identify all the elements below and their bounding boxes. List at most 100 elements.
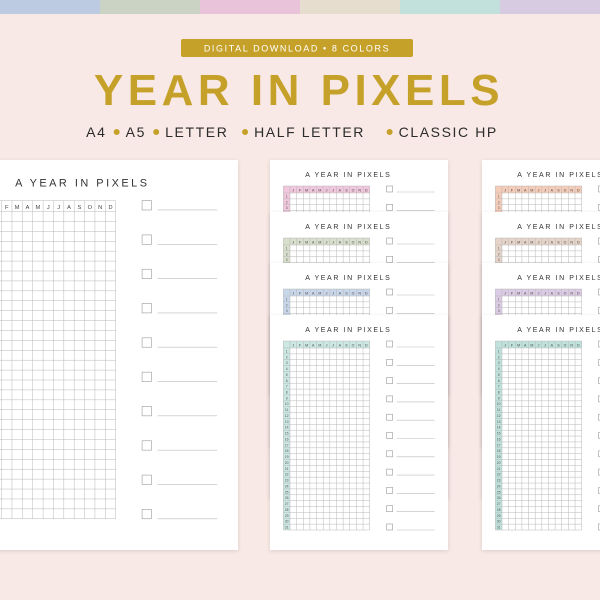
day-label: 11: [497, 408, 501, 412]
checkbox: [386, 255, 393, 263]
planner-sheet: A YEAR IN PIXELSJFMAMJJASOND123456789101…: [0, 160, 238, 550]
separator-dot: [242, 129, 249, 135]
month-label: M: [517, 343, 520, 347]
month-label: J: [57, 205, 60, 211]
checkbox: [386, 288, 393, 296]
month-label: J: [292, 291, 294, 295]
month-label: N: [98, 205, 102, 211]
separator-dot: [113, 129, 120, 135]
month-label: N: [358, 240, 361, 244]
swatch: [300, 0, 400, 14]
month-label: J: [332, 291, 334, 295]
month-label: A: [339, 240, 342, 244]
month-label: F: [511, 343, 514, 347]
month-label: A: [524, 291, 527, 295]
checkbox: [386, 432, 393, 439]
month-label: A: [339, 188, 342, 192]
checkbox: [598, 204, 600, 211]
month-label: M: [530, 291, 533, 295]
day-label: 6: [286, 379, 288, 383]
day-label: 15: [497, 432, 501, 436]
day-label: 4: [286, 367, 288, 371]
checkbox: [386, 413, 393, 421]
month-label: J: [326, 188, 328, 192]
day-label: 8: [498, 391, 500, 395]
day-label: 12: [497, 414, 501, 418]
month-label: O: [564, 291, 567, 295]
day-label: 1: [286, 297, 288, 301]
day-label: 5: [286, 373, 288, 377]
header-fill: [283, 289, 370, 296]
checkbox: [141, 474, 152, 485]
checkbox: [598, 255, 600, 263]
month-label: J: [292, 188, 294, 192]
day-label: 23: [497, 479, 501, 483]
month-label: A: [339, 291, 342, 295]
sheet-title: A YEAR IN PIXELS: [517, 224, 600, 231]
checkbox: [598, 523, 600, 531]
checkbox: [598, 340, 600, 348]
day-label: 4: [498, 367, 500, 371]
day-label: 3: [286, 206, 288, 210]
day-label: 19: [497, 455, 501, 459]
sheet-title: A YEAR IN PIXELS: [517, 172, 600, 179]
separator-dot: [386, 129, 393, 135]
checkbox: [386, 340, 393, 348]
day-label: 10: [285, 402, 289, 406]
month-label: N: [570, 291, 573, 295]
day-label: 7: [498, 385, 500, 389]
day-label: 30: [285, 520, 289, 524]
day-label: 31: [285, 526, 289, 530]
month-label: A: [551, 188, 554, 192]
checkbox: [598, 487, 600, 494]
month-label: M: [318, 188, 321, 192]
month-label: M: [305, 343, 308, 347]
month-label: F: [299, 240, 302, 244]
swatch: [400, 0, 500, 14]
day-label: 27: [497, 502, 501, 506]
checkbox: [141, 303, 152, 314]
day-column-fill: [495, 348, 502, 530]
day-label: 2: [498, 252, 500, 256]
month-label: J: [544, 291, 546, 295]
month-label: F: [299, 343, 302, 347]
day-label: 6: [498, 379, 500, 383]
day-label: 9: [286, 396, 288, 400]
header-fill: [495, 289, 582, 296]
checkbox: [141, 440, 152, 451]
month-label: J: [544, 343, 546, 347]
day-label: 29: [497, 514, 501, 518]
day-label: 1: [498, 349, 500, 353]
day-label: 3: [286, 309, 288, 313]
checkbox: [141, 371, 152, 382]
size-label: A4: [86, 124, 106, 140]
day-label: 31: [497, 526, 501, 530]
month-label: O: [352, 291, 355, 295]
month-label: N: [358, 188, 361, 192]
month-label: M: [305, 188, 308, 192]
day-label: 7: [286, 385, 288, 389]
day-label: 24: [497, 484, 501, 488]
day-label: 8: [286, 391, 288, 395]
separator-dot: [153, 129, 160, 135]
month-label: A: [312, 240, 315, 244]
day-label: 11: [285, 408, 289, 412]
month-label: J: [504, 240, 506, 244]
month-label: M: [36, 205, 41, 211]
day-label: 3: [498, 309, 500, 313]
day-label: 12: [285, 414, 289, 418]
color-strip: [0, 0, 600, 14]
checkbox: [386, 204, 393, 211]
month-label: F: [511, 240, 514, 244]
month-label: D: [365, 343, 368, 347]
sheet-title: A YEAR IN PIXELS: [305, 224, 391, 231]
month-label: D: [577, 343, 580, 347]
day-label: 29: [285, 514, 289, 518]
month-label: N: [570, 240, 573, 244]
sheet-title: A YEAR IN PIXELS: [305, 172, 391, 179]
month-label: M: [530, 240, 533, 244]
month-label: S: [78, 205, 82, 211]
month-label: J: [292, 240, 294, 244]
month-label: M: [15, 205, 20, 211]
size-label: LETTER: [165, 124, 228, 140]
